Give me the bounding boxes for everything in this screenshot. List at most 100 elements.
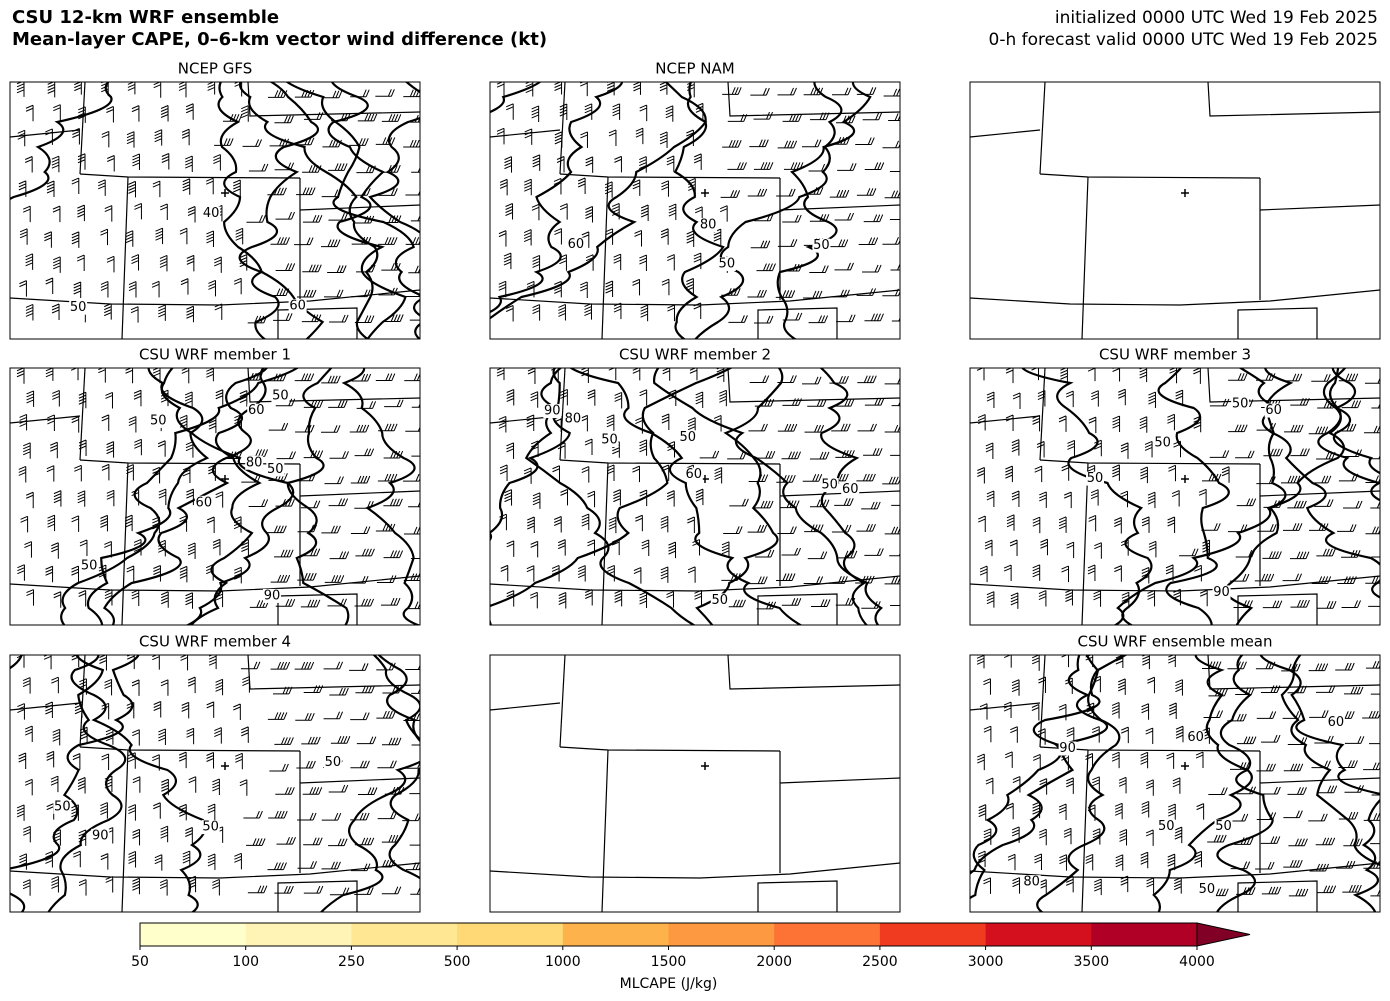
wind-barb	[295, 424, 315, 433]
wind-barb	[1227, 661, 1247, 670]
map-panel	[10, 655, 420, 912]
wind-barb	[130, 306, 139, 323]
wind-barb	[377, 473, 398, 482]
colorbar-tick-label: 100	[232, 954, 259, 970]
wind-barb	[1234, 837, 1254, 845]
colorbar-segment	[1091, 923, 1198, 946]
wind-barb	[131, 589, 140, 606]
contour	[569, 368, 803, 625]
wind-barb	[611, 202, 620, 220]
wind-barb	[179, 414, 188, 432]
wind-barb	[46, 750, 55, 768]
contour	[1113, 368, 1347, 625]
wind-barb	[883, 88, 900, 97]
wind-barb	[152, 466, 161, 484]
wind-barb	[1236, 887, 1256, 895]
wind-barb	[585, 156, 594, 173]
wind-barb	[506, 389, 515, 406]
wind-barb	[128, 850, 137, 868]
wind-barb	[802, 290, 823, 299]
wind-barb	[1175, 725, 1184, 743]
wind-barb	[384, 314, 404, 323]
wind-barb	[153, 565, 161, 582]
contour	[319, 655, 420, 912]
wind-barb	[355, 548, 375, 557]
wind-barb	[662, 368, 671, 381]
contour-label-bg	[1326, 715, 1345, 730]
contour-label-bg	[80, 559, 99, 574]
wind-barb	[328, 212, 348, 221]
state-border	[1207, 368, 1380, 403]
state-border	[277, 593, 358, 625]
contour-label: 90	[264, 588, 281, 603]
wind-barb	[632, 179, 641, 196]
wind-barb	[1365, 475, 1380, 484]
wind-barb	[44, 231, 52, 248]
wind-barb	[1087, 368, 1096, 382]
state-border	[121, 462, 129, 625]
wind-barb	[1288, 838, 1308, 847]
wind-barb	[782, 114, 803, 122]
wind-barb	[884, 377, 900, 385]
wind-barb	[1287, 787, 1307, 795]
wind-barb	[22, 879, 31, 896]
contour	[285, 82, 420, 317]
wind-barb	[302, 264, 322, 273]
contour	[819, 368, 868, 625]
contour-label: 60	[196, 495, 213, 510]
wind-barb	[1309, 710, 1329, 718]
wind-barb	[185, 155, 193, 173]
wind-barb	[350, 863, 371, 872]
wind-barb	[1290, 599, 1310, 608]
station-marker	[1181, 762, 1189, 770]
wind-barb	[159, 254, 168, 272]
wind-barb	[185, 827, 193, 844]
wind-barb	[178, 82, 187, 98]
station-marker	[1181, 475, 1189, 483]
state-border	[757, 307, 838, 339]
wind-barb	[687, 566, 696, 583]
contour-label-bg	[271, 389, 290, 404]
state-border	[490, 702, 561, 711]
wind-barb	[71, 231, 80, 248]
wind-barb	[23, 825, 31, 843]
wind-barb	[1316, 885, 1337, 894]
wind-barb	[214, 256, 222, 273]
wind-barb	[354, 315, 375, 324]
wind-barb	[185, 103, 194, 120]
wind-barb	[803, 187, 824, 195]
panel-frame	[489, 654, 901, 913]
wind-barb	[132, 877, 140, 895]
wind-barb	[1067, 439, 1075, 457]
wind-barb	[1038, 676, 1046, 693]
wind-barb	[18, 180, 27, 197]
wind-barb	[1011, 490, 1020, 508]
wind-barb	[1092, 776, 1100, 793]
wind-barb	[753, 162, 774, 170]
wind-barb	[104, 205, 113, 222]
wind-barb	[100, 280, 109, 298]
wind-barb	[126, 464, 134, 481]
wind-barb	[1006, 514, 1015, 531]
wind-barb	[248, 499, 269, 507]
wind-barb	[378, 188, 398, 196]
wind-barb	[296, 187, 316, 196]
wind-barb	[1031, 368, 1039, 381]
wind-barb	[321, 239, 341, 248]
wind-barb	[321, 375, 341, 384]
contour-label: 50	[325, 755, 342, 770]
wind-barb	[864, 548, 884, 556]
contour-label-bg	[710, 593, 729, 608]
wind-barb	[686, 129, 694, 146]
wind-barb	[659, 82, 668, 95]
wind-barb	[247, 885, 268, 894]
wind-barb	[1090, 489, 1099, 506]
wind-barb	[351, 373, 372, 382]
init-time: initialized 0000 UTC Wed 19 Feb 2025	[1055, 8, 1378, 28]
wind-barb	[270, 237, 290, 245]
state-border	[1259, 204, 1380, 211]
wind-barb	[25, 253, 34, 270]
wind-barb	[303, 685, 324, 693]
wind-barb	[72, 128, 80, 145]
wind-barb	[233, 179, 241, 196]
